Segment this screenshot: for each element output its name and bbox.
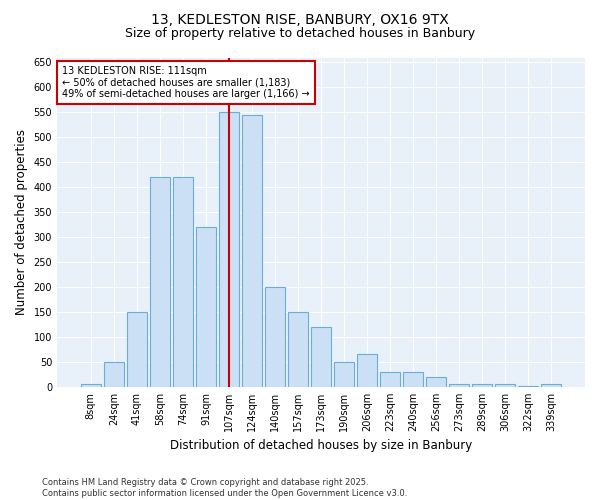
Text: 13 KEDLESTON RISE: 111sqm
← 50% of detached houses are smaller (1,183)
49% of se: 13 KEDLESTON RISE: 111sqm ← 50% of detac… [62, 66, 310, 99]
Bar [127, 312, 146, 387]
Bar [496, 384, 515, 387]
Bar [196, 227, 216, 387]
Bar [81, 384, 101, 387]
Bar [288, 312, 308, 387]
Bar [518, 386, 538, 387]
Bar [427, 377, 446, 387]
Bar [449, 384, 469, 387]
Bar [311, 327, 331, 387]
Bar [357, 354, 377, 387]
Bar [150, 178, 170, 387]
Bar [403, 372, 423, 387]
Y-axis label: Number of detached properties: Number of detached properties [15, 129, 28, 315]
Bar [334, 362, 354, 387]
Bar [265, 287, 285, 387]
Bar [219, 112, 239, 387]
Bar [380, 372, 400, 387]
Bar [104, 362, 124, 387]
Text: Contains HM Land Registry data © Crown copyright and database right 2025.
Contai: Contains HM Land Registry data © Crown c… [42, 478, 407, 498]
Bar [541, 384, 561, 387]
Bar [173, 178, 193, 387]
Text: 13, KEDLESTON RISE, BANBURY, OX16 9TX: 13, KEDLESTON RISE, BANBURY, OX16 9TX [151, 12, 449, 26]
Bar [472, 384, 492, 387]
Text: Size of property relative to detached houses in Banbury: Size of property relative to detached ho… [125, 28, 475, 40]
X-axis label: Distribution of detached houses by size in Banbury: Distribution of detached houses by size … [170, 440, 472, 452]
Bar [242, 115, 262, 387]
